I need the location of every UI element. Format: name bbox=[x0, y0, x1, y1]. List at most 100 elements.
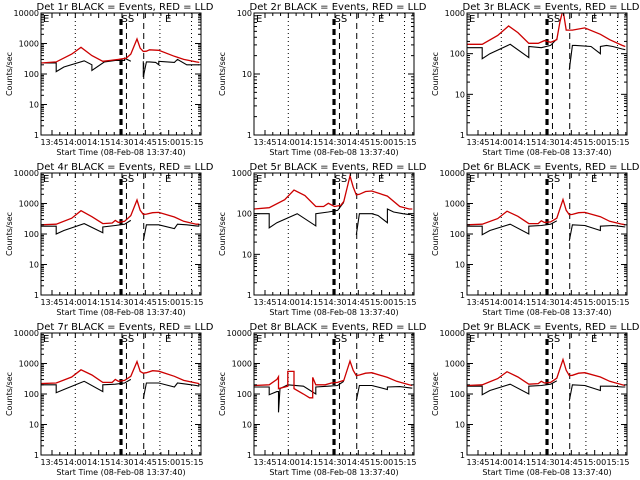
x-tick-label: 14:45 bbox=[560, 458, 583, 467]
series-lld-red bbox=[467, 197, 626, 226]
x-tick-label: 14:45 bbox=[347, 138, 370, 147]
x-tick-label: 14:30 bbox=[323, 458, 346, 467]
marker-label: E bbox=[165, 14, 171, 25]
x-tick-label: 13:45 bbox=[253, 298, 276, 307]
y-tick-label: 100 bbox=[237, 9, 252, 18]
series-lld-red bbox=[467, 13, 626, 48]
panel-title: Det 8r BLACK = Events, RED = LLD bbox=[250, 322, 427, 333]
panel-title: Det 5r BLACK = Events, RED = LLD bbox=[250, 162, 427, 173]
y-tick-label: 1000 bbox=[445, 9, 465, 18]
x-tick-label: 14:30 bbox=[110, 458, 133, 467]
x-tick-label: 14:45 bbox=[134, 138, 157, 147]
plot-frame bbox=[466, 12, 628, 136]
x-tick-label: 15:00 bbox=[157, 138, 180, 147]
x-axis-label: Start Time (08-Feb-08 13:37:40) bbox=[56, 308, 185, 317]
x-tick-label: 15:00 bbox=[157, 298, 180, 307]
x-tick-label: 15:00 bbox=[583, 458, 606, 467]
x-tick-label: 14:00 bbox=[277, 458, 300, 467]
marker-label: SS bbox=[334, 14, 347, 25]
y-tick-label: 1000 bbox=[232, 169, 252, 178]
x-tick-label: 15:15 bbox=[393, 298, 416, 307]
y-tick-label: 100 bbox=[450, 390, 465, 399]
y-tick-label: 10000 bbox=[14, 9, 39, 18]
y-tick-label: 10 bbox=[29, 421, 39, 430]
x-tick-label: 15:15 bbox=[180, 298, 203, 307]
x-tick-label: 14:45 bbox=[347, 298, 370, 307]
y-tick-label: 1000 bbox=[232, 360, 252, 369]
y-tick-label: 10000 bbox=[440, 329, 465, 338]
y-tick-label: 1000 bbox=[445, 360, 465, 369]
y-tick-label: 1000 bbox=[19, 360, 39, 369]
marker-label: SS bbox=[334, 174, 347, 185]
x-tick-label: 14:00 bbox=[490, 458, 513, 467]
marker-label: E bbox=[378, 174, 384, 185]
series-lld-red bbox=[41, 198, 200, 226]
x-tick-label: 14:30 bbox=[323, 138, 346, 147]
marker-label: E bbox=[165, 174, 171, 185]
series-lld-red bbox=[467, 357, 626, 387]
marker-label: SS bbox=[121, 14, 134, 25]
marker-label: SS bbox=[547, 334, 560, 345]
series-events-black bbox=[41, 57, 200, 78]
panel-title: Det 6r BLACK = Events, RED = LLD bbox=[463, 162, 640, 173]
x-tick-label: 14:00 bbox=[64, 138, 87, 147]
x-tick-label: 13:45 bbox=[466, 458, 489, 467]
y-tick-label: 10 bbox=[242, 70, 252, 79]
marker-label: SS bbox=[121, 334, 134, 345]
x-tick-label: 14:30 bbox=[536, 458, 559, 467]
x-axis-label: Start Time (08-Feb-08 13:37:40) bbox=[482, 148, 611, 157]
x-tick-label: 14:30 bbox=[323, 298, 346, 307]
marker-label: E bbox=[378, 14, 384, 25]
x-tick-label: 13:45 bbox=[253, 458, 276, 467]
marker-label: E bbox=[165, 334, 171, 345]
series-events-black bbox=[254, 201, 413, 235]
y-axis-label: Counts/sec bbox=[5, 212, 14, 256]
x-tick-label: 15:00 bbox=[370, 298, 393, 307]
x-tick-label: 15:15 bbox=[606, 458, 629, 467]
y-tick-label: 100 bbox=[24, 390, 39, 399]
plot-frame bbox=[253, 172, 415, 296]
plot-area bbox=[254, 333, 413, 455]
y-tick-label: 10000 bbox=[14, 329, 39, 338]
x-tick-label: 14:45 bbox=[134, 458, 157, 467]
series-events-black bbox=[254, 380, 413, 413]
y-tick-label: 10000 bbox=[227, 329, 252, 338]
plot-area bbox=[467, 13, 626, 135]
marker-label: E bbox=[469, 174, 475, 185]
x-axis-label: Start Time (08-Feb-08 13:37:40) bbox=[269, 468, 398, 477]
x-tick-label: 15:00 bbox=[370, 458, 393, 467]
x-tick-label: 14:45 bbox=[560, 298, 583, 307]
x-tick-label: 14:00 bbox=[490, 298, 513, 307]
series-events-black bbox=[467, 38, 626, 70]
x-tick-label: 13:45 bbox=[40, 458, 63, 467]
y-tick-label: 10 bbox=[242, 421, 252, 430]
marker-label: SS bbox=[334, 334, 347, 345]
marker-label: SS bbox=[547, 14, 560, 25]
x-tick-label: 14:15 bbox=[87, 298, 110, 307]
x-tick-label: 14:15 bbox=[300, 138, 323, 147]
y-axis-label: Counts/sec bbox=[431, 372, 440, 416]
plot-area bbox=[467, 333, 626, 455]
series-events-black bbox=[41, 219, 200, 241]
y-tick-label: 1 bbox=[460, 451, 465, 460]
plot-area bbox=[467, 173, 626, 295]
x-tick-label: 15:00 bbox=[583, 138, 606, 147]
series-events-black bbox=[467, 220, 626, 241]
x-axis-label: Start Time (08-Feb-08 13:37:40) bbox=[56, 468, 185, 477]
y-tick-label: 1000 bbox=[19, 200, 39, 209]
y-axis-label: Counts/sec bbox=[431, 52, 440, 96]
x-tick-label: 14:30 bbox=[536, 298, 559, 307]
marker-label: E bbox=[256, 334, 262, 345]
x-axis-label: Start Time (08-Feb-08 13:37:40) bbox=[269, 148, 398, 157]
x-axis-label: Start Time (08-Feb-08 13:37:40) bbox=[56, 148, 185, 157]
plot-area bbox=[41, 173, 200, 295]
y-tick-label: 1 bbox=[34, 131, 39, 140]
x-tick-label: 14:00 bbox=[277, 298, 300, 307]
y-tick-label: 10000 bbox=[440, 169, 465, 178]
y-tick-label: 1 bbox=[34, 451, 39, 460]
y-tick-label: 100 bbox=[237, 210, 252, 219]
y-tick-label: 100 bbox=[237, 390, 252, 399]
